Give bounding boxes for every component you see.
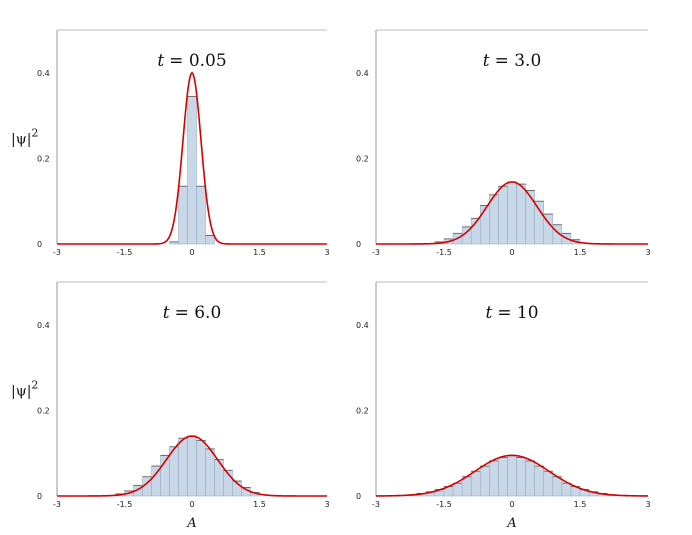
y-tick-label: 0 — [37, 492, 42, 501]
histogram-bar — [525, 190, 535, 245]
histogram-bar — [498, 185, 508, 245]
title-value: = 10 — [497, 303, 538, 323]
histogram-bar — [196, 440, 206, 497]
x-tick-label: -1.5 — [436, 248, 452, 257]
histogram-bar — [480, 465, 490, 497]
y-axis-label-exponent: 2 — [31, 126, 38, 139]
title-variable: t — [485, 303, 492, 323]
histogram-bar — [498, 457, 508, 497]
y-axis-label-base: |ψ| — [11, 131, 31, 147]
x-tick-label: 1.5 — [574, 248, 587, 257]
panel-4: -3 -1.5 0 1.5 3 0 0.2 0.4 t = 10 A — [356, 281, 651, 531]
x-tick-label: -3 — [372, 500, 380, 509]
x-axis-label: A — [506, 516, 516, 531]
histogram-bar — [516, 457, 526, 497]
y-tick-label: 0.2 — [37, 406, 50, 415]
histogram-bar — [534, 465, 544, 497]
histogram-bar — [543, 470, 554, 497]
y-tick-label: 0.2 — [37, 154, 50, 163]
histogram-bar — [470, 470, 481, 497]
title-value: = 6.0 — [175, 303, 222, 323]
x-tick-label: 0 — [509, 248, 514, 257]
title-variable: t — [163, 303, 170, 323]
y-tick-label: 0.2 — [356, 406, 369, 415]
histogram-bar — [461, 476, 472, 497]
y-tick-label: 0.4 — [356, 69, 369, 78]
histogram-bar — [187, 96, 197, 245]
x-tick-label: 3 — [645, 500, 650, 509]
x-tick-label: -1.5 — [117, 500, 133, 509]
panel-title: t = 0.05 — [157, 51, 226, 71]
histogram-bar — [178, 437, 188, 497]
y-axis-label-exponent: 2 — [31, 378, 38, 391]
x-tick-label: -3 — [53, 500, 61, 509]
x-tick-label: 3 — [324, 500, 329, 509]
x-tick-label: -3 — [53, 248, 61, 257]
title-value: = 0.05 — [169, 51, 227, 71]
histogram-bar — [507, 455, 517, 497]
y-tick-label: 0.4 — [37, 69, 50, 78]
panel-title: t = 3.0 — [483, 51, 542, 71]
y-axis-label-base: |ψ| — [11, 383, 31, 399]
panel-title: t = 6.0 — [163, 303, 222, 323]
histogram-bar — [525, 460, 535, 497]
x-tick-label: -3 — [372, 248, 380, 257]
y-tick-label: 0.2 — [356, 154, 369, 163]
histogram-bar — [452, 482, 463, 497]
panel-2: -3 -1.5 0 1.5 3 0 0.2 0.4 t = 3.0 — [356, 29, 651, 257]
histogram-bar — [205, 448, 215, 497]
x-tick-label: -1.5 — [117, 248, 133, 257]
histogram-bar — [480, 205, 490, 245]
x-tick-label: 0 — [509, 500, 514, 509]
panel-title: t = 10 — [485, 303, 538, 323]
x-tick-label: 0 — [189, 500, 194, 509]
y-tick-label: 0 — [37, 240, 42, 249]
title-value: = 3.0 — [495, 51, 542, 71]
title-variable: t — [157, 51, 164, 71]
y-tick-label: 0 — [356, 492, 361, 501]
wavefunction-curve — [375, 454, 649, 497]
x-tick-label: 1.5 — [574, 500, 587, 509]
histogram-bar — [534, 200, 544, 245]
histogram-bar — [552, 476, 563, 497]
y-axis-label: |ψ|2 — [11, 126, 38, 147]
panel-3: -3 -1.5 0 1.5 3 0 0.2 0.4 t = 6.0 |ψ|2 A — [11, 281, 330, 531]
wavefunction-curve — [57, 71, 327, 245]
wavefunction-curve — [376, 181, 648, 245]
histogram-bar — [178, 185, 188, 245]
y-tick-label: 0 — [356, 240, 361, 249]
x-tick-label: 1.5 — [253, 248, 266, 257]
histogram-bar — [187, 435, 197, 497]
histogram-bar — [489, 460, 499, 497]
histogram-bar — [561, 482, 572, 497]
wavefunction-curve — [57, 435, 327, 497]
x-axis-label: A — [186, 516, 196, 531]
y-axis-label: |ψ|2 — [11, 378, 38, 399]
histogram-bar — [205, 235, 215, 245]
x-tick-label: 1.5 — [253, 500, 266, 509]
x-tick-label: 0 — [189, 248, 194, 257]
title-variable: t — [483, 51, 490, 71]
x-tick-label: 3 — [324, 248, 329, 257]
x-tick-label: -1.5 — [436, 500, 452, 509]
histogram-bar — [196, 185, 206, 245]
histogram-bar — [507, 181, 517, 245]
panel-1: -3 -1.5 0 1.5 3 0 0.2 0.4 t = 0.05 |ψ|2 — [11, 29, 330, 257]
x-tick-label: 3 — [645, 248, 650, 257]
y-tick-label: 0.4 — [356, 321, 369, 330]
y-tick-label: 0.4 — [37, 321, 50, 330]
histogram-bar — [516, 183, 526, 245]
